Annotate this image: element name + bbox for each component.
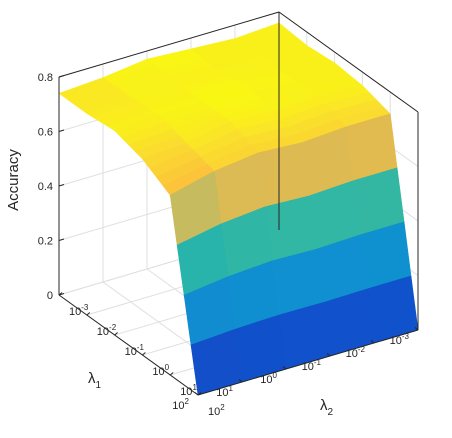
z-tick [58,238,65,241]
axes-frame [58,11,419,396]
frame-edge [58,11,280,78]
y-tick [58,292,63,296]
x-tick [414,327,419,331]
y-tick [114,332,118,336]
x-tick-label: 10-1 [302,358,322,373]
y-axis-title: λ2 [320,397,334,418]
z-tick-label: 0.8 [38,72,53,84]
x-tick-label: 10-2 [346,345,366,360]
z-tick-label: 0.4 [38,181,53,193]
frame-edge [197,329,419,396]
y-tick-label: 10-3 [69,303,89,318]
x-tick-label: 101 [216,384,233,399]
z-tick [58,75,65,78]
x-tick [194,392,199,396]
z-tick [58,184,65,187]
x-tick-label: 100 [260,371,277,386]
z-tick-label: 0 [47,290,53,302]
x-tick-label: 102 [172,397,189,412]
y-tick-label: 101 [180,383,197,398]
z-axis-title: Accuracy [5,149,22,211]
y-tick [142,352,146,356]
x-axis-title: λ1 [88,370,102,391]
axis-labels: 00.20.40.60.810-310-210-110010110210-310… [5,72,410,418]
x-tick [238,379,243,383]
y-tick-label: 10-1 [125,343,145,358]
y-tick-label: 102 [208,403,225,418]
y-tick [169,372,174,376]
y-tick [197,392,202,396]
z-tick [58,129,65,132]
frame-edge [278,11,419,113]
x-tick [282,366,287,370]
surface-mesh [58,22,419,396]
y-tick [86,312,91,316]
x-tick [326,353,331,357]
z-tick-label: 0.6 [38,127,53,139]
x-tick [370,340,375,344]
frame-edge [58,294,199,396]
z-tick-label: 0.2 [38,236,53,248]
surface-patch [278,302,331,370]
x-tick-label: 10-3 [390,332,410,347]
surface-patch [257,142,310,208]
y-tick-label: 10-2 [97,323,117,338]
y-tick-label: 100 [152,363,169,378]
